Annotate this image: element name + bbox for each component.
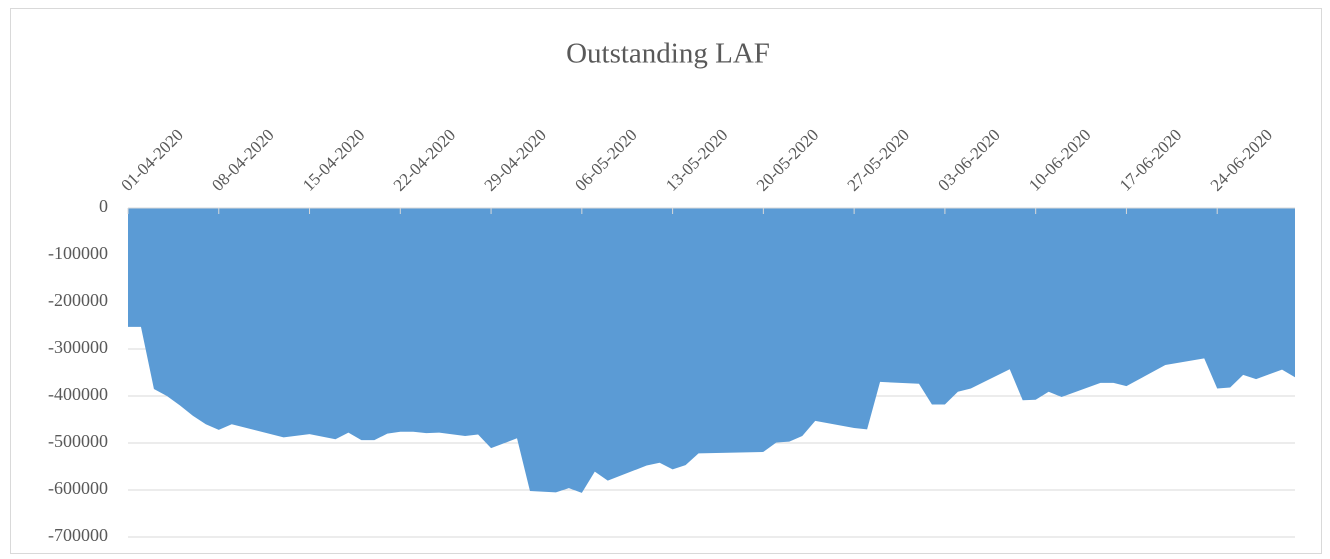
y-tick-label: -400000	[48, 384, 108, 404]
y-tick-label: 0	[99, 196, 108, 216]
y-tick-label: -500000	[48, 431, 108, 451]
y-tick-label: -100000	[48, 243, 108, 263]
y-tick-label: -300000	[48, 337, 108, 357]
y-tick-label: -700000	[48, 525, 108, 545]
chart-title: Outstanding LAF	[566, 38, 770, 70]
y-tick-label: -200000	[48, 290, 108, 310]
y-tick-label: -600000	[48, 478, 108, 498]
area	[128, 208, 1295, 493]
